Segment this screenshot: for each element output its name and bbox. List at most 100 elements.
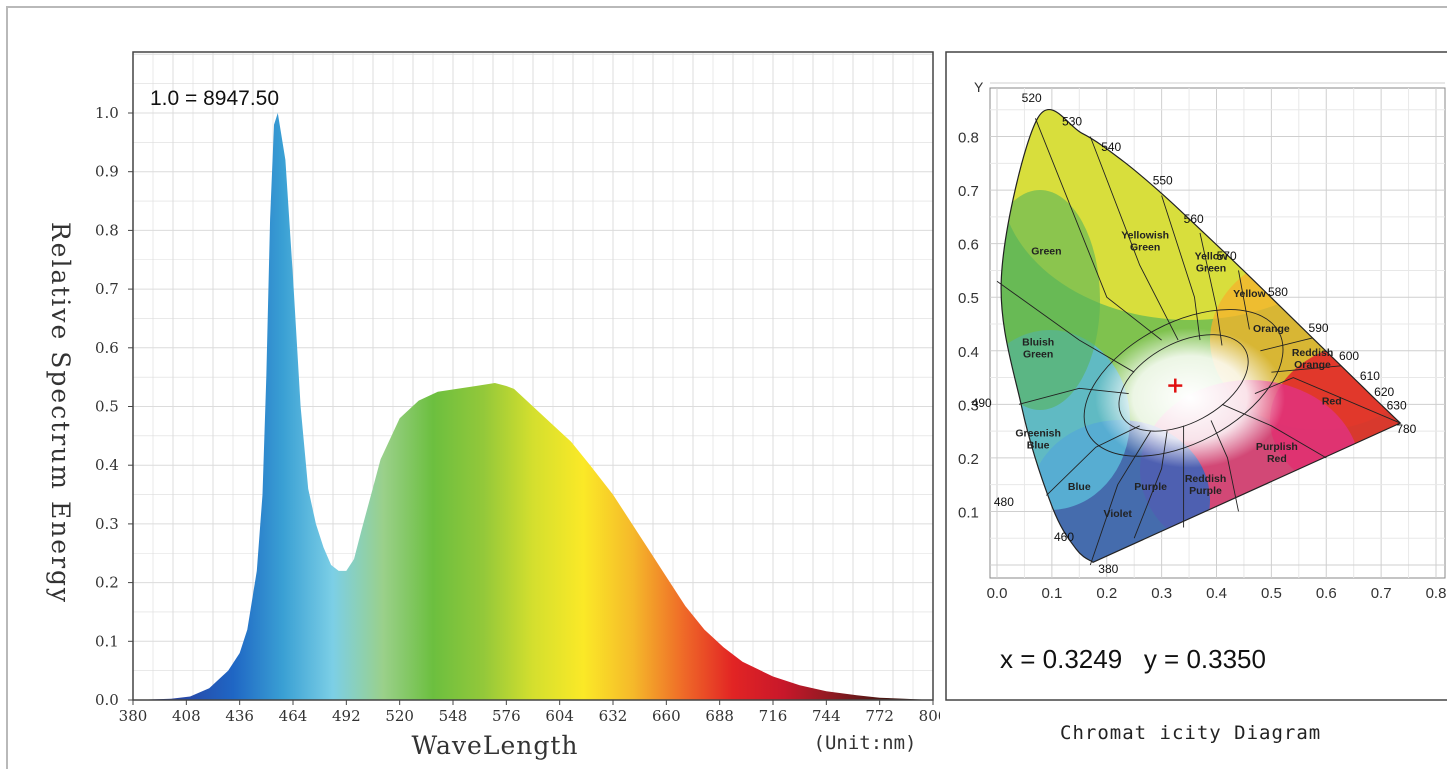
- region-label: Purplish Red: [1256, 441, 1298, 465]
- wavelength-label: 780: [1396, 422, 1416, 436]
- chroma-x-tick-label: 0.5: [1261, 585, 1282, 602]
- chroma-readout: x = 0.3249 y = 0.3350: [1000, 644, 1266, 674]
- spectrum-x-tick-label: 520: [385, 707, 414, 725]
- region-label: Reddish Purple: [1185, 473, 1226, 497]
- cie-white-outer-ellipse: [1083, 309, 1284, 457]
- spectrum-x-tick-label: 800: [919, 707, 940, 725]
- spectrum-y-tick-label: 0.4: [95, 456, 119, 474]
- cie-boundary-line: [1089, 136, 1179, 341]
- spectrum-x-tick-label: 772: [865, 707, 894, 725]
- spectrum-y-tick-label: 0.0: [95, 691, 119, 709]
- cie-boundary-line: [1271, 365, 1342, 373]
- spectrum-x-tick-label: 464: [279, 707, 308, 725]
- wavelength-label: 620: [1374, 385, 1394, 399]
- spectrum-unit-label: (Unit:nm): [814, 732, 917, 754]
- spectrum-annotation: 1.0 = 8947.50: [150, 87, 279, 110]
- spectrum-plot-border: [132, 51, 934, 701]
- wavelength-label: 380: [1098, 562, 1118, 576]
- spectrum-x-axis-label: WaveLength: [412, 731, 579, 760]
- region-label: Yellow Green: [1195, 251, 1229, 275]
- cie-boundary-line: [1260, 337, 1313, 352]
- spectrum-x-tick-label: 576: [492, 707, 521, 725]
- region-label: Bluish Green: [1022, 336, 1054, 360]
- cie-locus-outline: [1000, 109, 1402, 563]
- spectrum-y-tick-label: 0.2: [95, 574, 119, 592]
- chroma-x-ticks: 0.0 0.1 0.2 0.3 0.4 0.5 0.6 0.7 0.8: [987, 585, 1447, 602]
- wavelength-label: 570: [1217, 249, 1237, 263]
- chroma-x-tick-label: 0.0: [987, 585, 1008, 602]
- spectrum-y-ticks: 0.0 0.1 0.2 0.3 0.4 0.5 0.6 0.7 0.8 0.9 1.0: [95, 104, 133, 709]
- chroma-y-tick-label: 0.3: [958, 397, 979, 414]
- wavelength-label: 490: [972, 396, 992, 410]
- spectrum-y-tick-label: 0.6: [95, 339, 119, 357]
- chroma-y-tick-label: 0.4: [958, 344, 979, 361]
- chromaticity-caption: Chromat icity Diagram: [1060, 722, 1322, 744]
- spectrum-x-tick-label: 660: [652, 707, 681, 725]
- region-label: Purple: [1134, 481, 1167, 493]
- region-label: Yellow: [1233, 288, 1267, 300]
- region-label: Green: [1031, 245, 1061, 257]
- chroma-y-tick-label: 0.1: [958, 504, 979, 521]
- chroma-y-tick-label: 0.7: [958, 183, 979, 200]
- chroma-y-tick-label: 0.2: [958, 451, 979, 468]
- chroma-x-tick-label: 0.1: [1041, 585, 1062, 602]
- spectrum-chart: 0.0 0.1 0.2 0.3 0.4 0.5 0.6 0.7 0.8 0.9 1.0 380 408…: [46, 51, 940, 760]
- spectrum-x-tick-label: 408: [172, 707, 201, 725]
- cie-boundary-line: [1034, 118, 1162, 341]
- chroma-y-tick-label: 0.5: [958, 290, 979, 307]
- outer-frame: [6, 6, 1447, 769]
- spectrum-x-tick-label: 744: [812, 707, 841, 725]
- region-labels: Green Yellowish Green Yellow Green Yellow Oran…: [1015, 229, 1341, 519]
- spectrum-y-tick-label: 1.0: [95, 104, 119, 122]
- wavelength-label: 610: [1360, 369, 1380, 383]
- region-label: Yellowish Green: [1121, 229, 1169, 253]
- chroma-x-tick-label: 0.6: [1316, 585, 1337, 602]
- cie-boundary-line: [1133, 431, 1168, 539]
- cie-boundary-line: [1254, 377, 1401, 424]
- cie-region-boundaries: [996, 118, 1401, 566]
- chroma-x-tick-label: 0.7: [1371, 585, 1392, 602]
- cie-boundary-line: [1046, 425, 1140, 496]
- region-label: Reddish Orange: [1292, 347, 1333, 371]
- spectrum-x-tick-label: 380: [119, 707, 148, 725]
- spectrum-y-tick-label: 0.8: [95, 221, 119, 239]
- wavelength-label: 540: [1101, 140, 1121, 154]
- spectrum-x-tick-label: 688: [705, 707, 734, 725]
- spectrum-x-tick-label: 436: [225, 707, 254, 725]
- cie-boundary-line: [1089, 430, 1152, 566]
- region-label: Greenish Blue: [1015, 427, 1061, 451]
- wavelength-labels: 3804604804905205305405505605705805906006…: [972, 91, 1417, 576]
- cie-boundary-line: [1221, 403, 1327, 459]
- region-label: Violet: [1104, 508, 1133, 520]
- chroma-x-tick-label: 0.8: [1426, 585, 1447, 602]
- spectrum-x-ticks: 380 408 436 464 492 520 548 576 604 632 660 688 716 7…: [119, 700, 940, 725]
- cie-boundary-line: [1238, 270, 1250, 330]
- spectrum-y-tick-label: 0.7: [95, 280, 119, 298]
- wavelength-label: 560: [1184, 212, 1204, 226]
- spectrum-y-tick-label: 0.3: [95, 515, 119, 533]
- cie-boundary-line: [1161, 195, 1201, 341]
- chroma-x-tick-label: 0.2: [1096, 585, 1117, 602]
- spectrum-y-tick-label: 0.9: [95, 163, 119, 181]
- chroma-x-tick-label: 0.3: [1151, 585, 1172, 602]
- region-label: Red: [1322, 395, 1342, 407]
- chroma-y-axis-label: Y: [974, 79, 984, 95]
- wavelength-label: 590: [1309, 321, 1329, 335]
- spectrum-x-tick-label: 604: [545, 707, 574, 725]
- cie-boundary-line: [996, 280, 1135, 373]
- region-label: Orange: [1253, 323, 1290, 335]
- wavelength-label: 460: [1054, 530, 1074, 544]
- chromaticity-diagram: 0.1 0.2 0.3 0.4 0.5 0.6 0.7 0.8 0.0 0.1 0.2 0.3 0.4…: [945, 51, 1447, 701]
- spectrum-y-axis-label: Relative Spectrum Energy: [46, 222, 75, 604]
- spectrum-y-tick-label: 0.5: [95, 398, 119, 416]
- wavelength-label: 520: [1022, 91, 1042, 105]
- wavelength-label: 480: [994, 495, 1014, 509]
- chroma-x-tick-label: 0.4: [1206, 585, 1227, 602]
- cie-boundary-line: [1199, 232, 1223, 346]
- spectrum-area: [133, 113, 933, 700]
- spectrum-x-tick-label: 548: [439, 707, 468, 725]
- chroma-y-ticks: 0.1 0.2 0.3 0.4 0.5 0.6 0.7 0.8: [958, 130, 979, 522]
- wavelength-label: 530: [1062, 114, 1082, 128]
- wavelength-label: 580: [1268, 285, 1288, 299]
- spectrum-x-tick-label: 492: [332, 707, 361, 725]
